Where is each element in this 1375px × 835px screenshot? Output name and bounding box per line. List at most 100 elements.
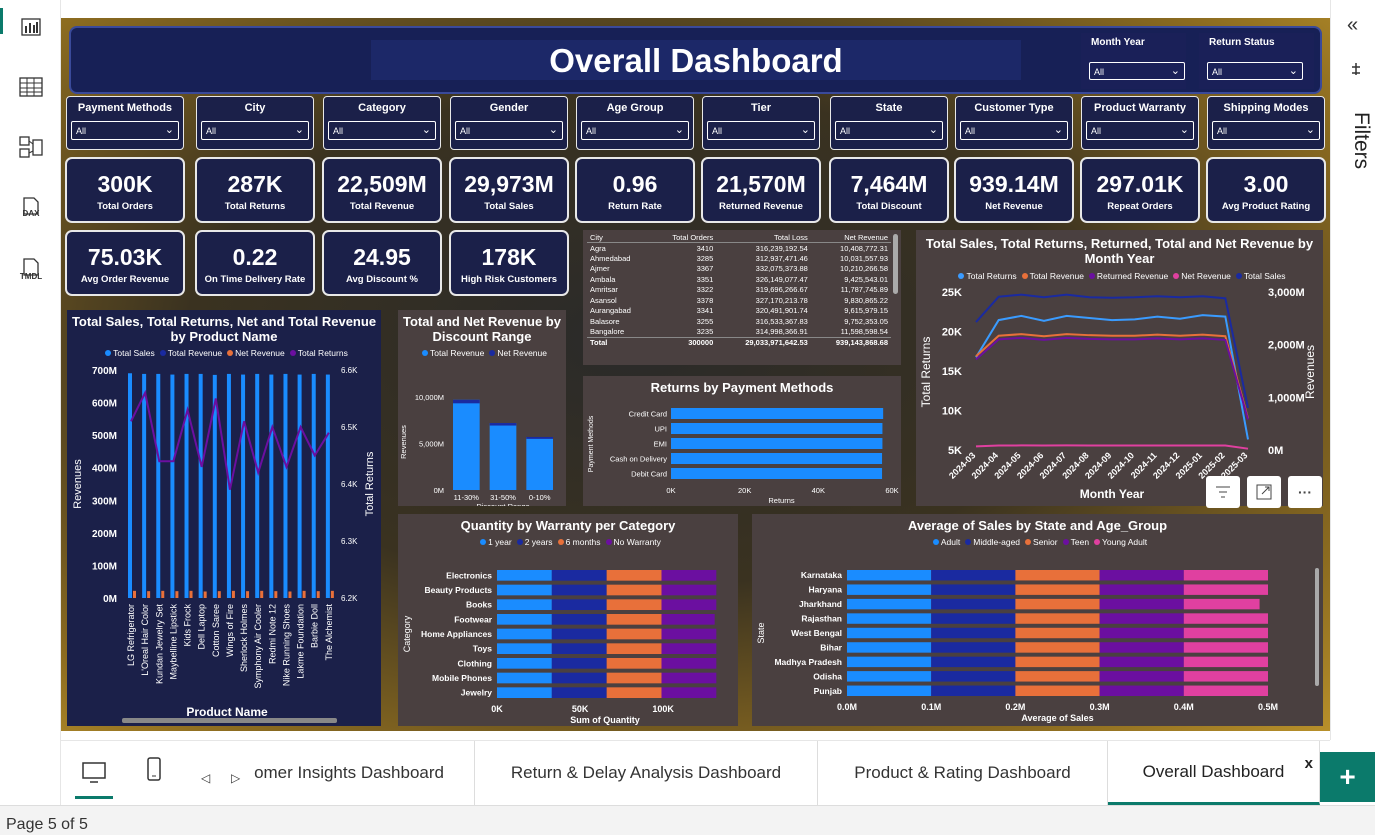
bar-1-year[interactable] [497, 658, 552, 669]
bar-young-adult[interactable] [1183, 685, 1268, 696]
bar-total-revenue[interactable] [489, 423, 517, 490]
bar-6-months[interactable] [606, 628, 662, 640]
bar-young-adult[interactable] [1183, 671, 1268, 682]
bar-young-adult[interactable] [1183, 656, 1268, 668]
line-total-returns[interactable] [130, 389, 330, 490]
bar-total-sales[interactable] [325, 374, 330, 598]
product-revenue-chart[interactable]: Total Sales, Total Returns, Net and Tota… [67, 310, 381, 726]
bar-returns[interactable] [671, 423, 883, 434]
bar-adult[interactable] [847, 570, 932, 581]
bar-no-warranty[interactable] [661, 584, 717, 596]
bar-teen[interactable] [1099, 627, 1184, 639]
bar-total-sales[interactable] [184, 373, 189, 598]
bar-net-revenue[interactable] [246, 591, 250, 598]
slicer-payment-methods[interactable]: Payment Methods All ⌄ [66, 96, 184, 150]
bar-net-revenue[interactable] [175, 591, 179, 598]
bar-no-warranty[interactable] [661, 614, 715, 625]
slicer-dropdown[interactable]: All ⌄ [581, 121, 689, 140]
slicer-shipping-modes[interactable]: Shipping Modes All ⌄ [1207, 96, 1325, 150]
bar-adult[interactable] [847, 627, 932, 639]
bar-middle-aged[interactable] [931, 570, 1016, 581]
model-view-icon[interactable] [14, 130, 48, 164]
bar-middle-aged[interactable] [931, 685, 1016, 696]
line-total-revenue[interactable] [975, 333, 1249, 419]
bar-young-adult[interactable] [1183, 642, 1268, 653]
line-total-sales[interactable] [975, 293, 1249, 409]
bar-senior[interactable] [1015, 685, 1100, 696]
bar-adult[interactable] [847, 671, 932, 682]
bar-teen[interactable] [1099, 613, 1184, 624]
bar-young-adult[interactable] [1183, 613, 1268, 624]
slicer-product-warranty[interactable]: Product Warranty All ⌄ [1081, 96, 1199, 150]
bar-6-months[interactable] [606, 658, 662, 669]
bar-senior[interactable] [1015, 570, 1100, 581]
bar-2-years[interactable] [551, 584, 607, 596]
column-header[interactable]: Total Loss [716, 232, 811, 243]
bar-senior[interactable] [1015, 642, 1100, 653]
bar-net-revenue[interactable] [231, 590, 235, 598]
bar-senior[interactable] [1015, 598, 1100, 610]
vertical-scrollbar[interactable] [1315, 568, 1319, 686]
slicer-dropdown[interactable]: All ⌄ [71, 121, 179, 140]
bar-senior[interactable] [1015, 613, 1100, 624]
slicer-age-group[interactable]: Age Group All ⌄ [576, 96, 694, 150]
bar-2-years[interactable] [551, 672, 607, 684]
bar-teen[interactable] [1099, 642, 1184, 653]
close-tab-icon[interactable]: x [1304, 755, 1313, 772]
bar-2-years[interactable] [551, 599, 607, 610]
bar-teen[interactable] [1099, 656, 1184, 668]
returns-by-payment-chart[interactable]: Returns by Payment Methods Credit Card UP… [583, 376, 901, 506]
slicer-dropdown[interactable]: All ⌄ [1212, 121, 1320, 140]
bar-teen[interactable] [1099, 685, 1184, 696]
slicer-dropdown[interactable]: All ⌄ [707, 121, 815, 140]
slicer-category[interactable]: Category All ⌄ [323, 96, 441, 150]
bar-net-revenue[interactable] [453, 399, 480, 404]
bar-middle-aged[interactable] [931, 598, 1016, 610]
bar-6-months[interactable] [606, 643, 662, 654]
bar-net-revenue[interactable] [526, 436, 553, 439]
bar-6-months[interactable] [606, 672, 662, 684]
bar-total-sales[interactable] [311, 373, 316, 598]
bar-net-revenue[interactable] [302, 590, 306, 598]
city-table[interactable]: City Total Orders Total Loss Net Revenue Ag… [583, 230, 901, 365]
bar-no-warranty[interactable] [661, 570, 717, 581]
bar-1-year[interactable] [497, 599, 552, 610]
bar-net-revenue[interactable] [330, 590, 334, 598]
filter-pane-icon[interactable] [1350, 62, 1362, 81]
bar-middle-aged[interactable] [931, 627, 1016, 639]
more-options-icon[interactable]: ··· [1288, 476, 1322, 508]
bar-senior[interactable] [1015, 671, 1100, 682]
bar-total-revenue[interactable] [526, 436, 553, 490]
bar-1-year[interactable] [497, 614, 552, 625]
bar-senior[interactable] [1015, 656, 1100, 668]
bar-total-sales[interactable] [128, 373, 132, 598]
warranty-quantity-chart[interactable]: Quantity by Warranty per Category 1 year… [398, 514, 738, 726]
bar-net-revenue[interactable] [260, 590, 264, 598]
slicer-dropdown[interactable]: All ⌄ [1086, 121, 1194, 140]
bar-net-revenue[interactable] [489, 423, 517, 426]
month-year-slicer[interactable]: Month Year All ⌄ [1081, 33, 1186, 89]
bar-1-year[interactable] [497, 628, 552, 640]
slicer-customer-type[interactable]: Customer Type All ⌄ [955, 96, 1073, 150]
desktop-layout-icon[interactable] [75, 749, 113, 799]
bar-net-revenue[interactable] [161, 590, 165, 598]
bar-total-revenue[interactable] [453, 399, 480, 490]
bar-teen[interactable] [1099, 584, 1184, 595]
bar-1-year[interactable] [497, 570, 552, 581]
bar-no-warranty[interactable] [661, 628, 717, 640]
table-view-icon[interactable] [14, 70, 48, 104]
bar-senior[interactable] [1015, 627, 1100, 639]
tab-return-delay[interactable]: Return & Delay Analysis Dashboard [475, 741, 818, 805]
slicer-gender[interactable]: Gender All ⌄ [450, 96, 568, 150]
bar-adult[interactable] [847, 685, 932, 696]
mobile-layout-icon[interactable] [147, 757, 161, 786]
tmdl-view-icon[interactable]: TMDL [14, 252, 48, 286]
bar-net-revenue[interactable] [147, 591, 151, 598]
bar-middle-aged[interactable] [931, 584, 1016, 595]
slicer-dropdown[interactable]: All ⌄ [960, 121, 1068, 140]
report-view-icon[interactable] [14, 10, 48, 44]
column-header[interactable]: City [587, 232, 652, 243]
bar-adult[interactable] [847, 642, 932, 653]
bar-2-years[interactable] [551, 570, 607, 581]
bar-returns[interactable] [671, 453, 883, 464]
